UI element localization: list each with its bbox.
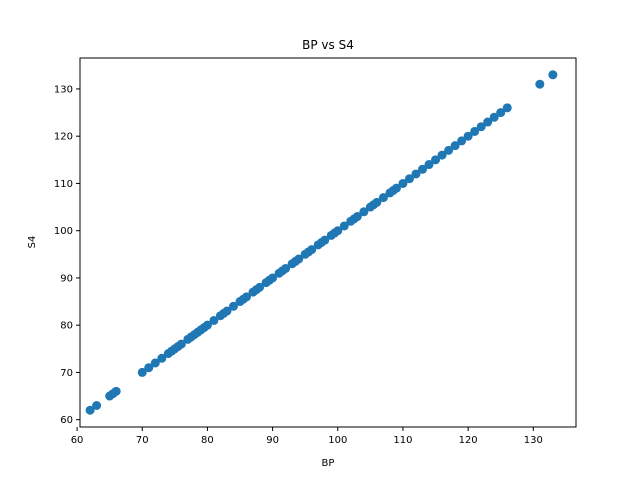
x-axis-label: BP — [322, 458, 335, 469]
data-point — [333, 226, 343, 236]
data-point — [372, 197, 382, 207]
data-point — [496, 108, 506, 118]
data-point — [418, 164, 428, 174]
data-point — [424, 160, 434, 170]
data-point — [307, 245, 317, 255]
data-point — [444, 145, 454, 155]
y-tick-label: 80 — [60, 321, 73, 332]
y-tick-label: 110 — [54, 179, 73, 190]
data-point — [222, 306, 232, 316]
y-tick-label: 60 — [60, 415, 73, 426]
data-point — [176, 339, 186, 349]
data-point — [85, 405, 95, 415]
data-point — [209, 315, 219, 325]
data-point — [489, 112, 499, 122]
y-tick-label: 70 — [60, 368, 73, 379]
data-point — [228, 301, 238, 311]
data-point — [359, 207, 369, 217]
x-tick-label: 60 — [71, 435, 84, 446]
data-point — [281, 263, 291, 273]
data-point — [476, 122, 486, 132]
data-point — [548, 70, 558, 80]
data-point — [202, 320, 212, 330]
data-point — [463, 131, 473, 141]
data-point — [391, 183, 401, 193]
data-point — [92, 401, 102, 410]
data-point — [398, 178, 408, 188]
data-point — [294, 254, 304, 264]
data-point — [320, 235, 330, 245]
chart-title: BP vs S4 — [302, 38, 354, 52]
data-point — [470, 126, 480, 136]
data-point — [457, 136, 467, 146]
y-tick-label: 120 — [54, 132, 73, 143]
y-axis-ticks: 60 70 80 90 100 110 120 130 — [54, 84, 80, 426]
x-tick-label: 100 — [328, 435, 347, 446]
data-point — [483, 117, 493, 127]
x-tick-label: 130 — [524, 435, 543, 446]
data-point — [411, 169, 421, 179]
y-axis-label: S4 — [27, 236, 38, 249]
x-tick-label: 90 — [266, 435, 279, 446]
x-tick-label: 120 — [459, 435, 478, 446]
y-tick-label: 90 — [60, 273, 73, 284]
x-axis-ticks: 60 70 80 90 100 110 120 130 — [71, 427, 543, 446]
data-point — [450, 141, 460, 151]
data-point — [144, 363, 154, 373]
data-point — [150, 358, 160, 368]
y-tick-label: 130 — [54, 84, 73, 95]
x-tick-label: 70 — [136, 435, 149, 446]
data-point — [242, 292, 252, 302]
data-point — [437, 150, 447, 160]
data-point — [404, 174, 414, 184]
data-points — [85, 70, 558, 415]
x-tick-label: 110 — [393, 435, 412, 446]
data-point — [157, 353, 167, 363]
x-tick-label: 80 — [201, 435, 214, 446]
data-point — [111, 386, 121, 396]
data-point — [339, 221, 349, 231]
data-point — [268, 273, 278, 283]
data-point — [535, 79, 545, 89]
data-point — [431, 155, 441, 165]
data-point — [352, 212, 362, 222]
data-point — [255, 282, 265, 292]
data-point — [137, 367, 147, 377]
y-tick-label: 100 — [54, 226, 73, 237]
plot-frame — [79, 57, 577, 428]
data-point — [378, 193, 388, 203]
data-point — [502, 103, 512, 113]
